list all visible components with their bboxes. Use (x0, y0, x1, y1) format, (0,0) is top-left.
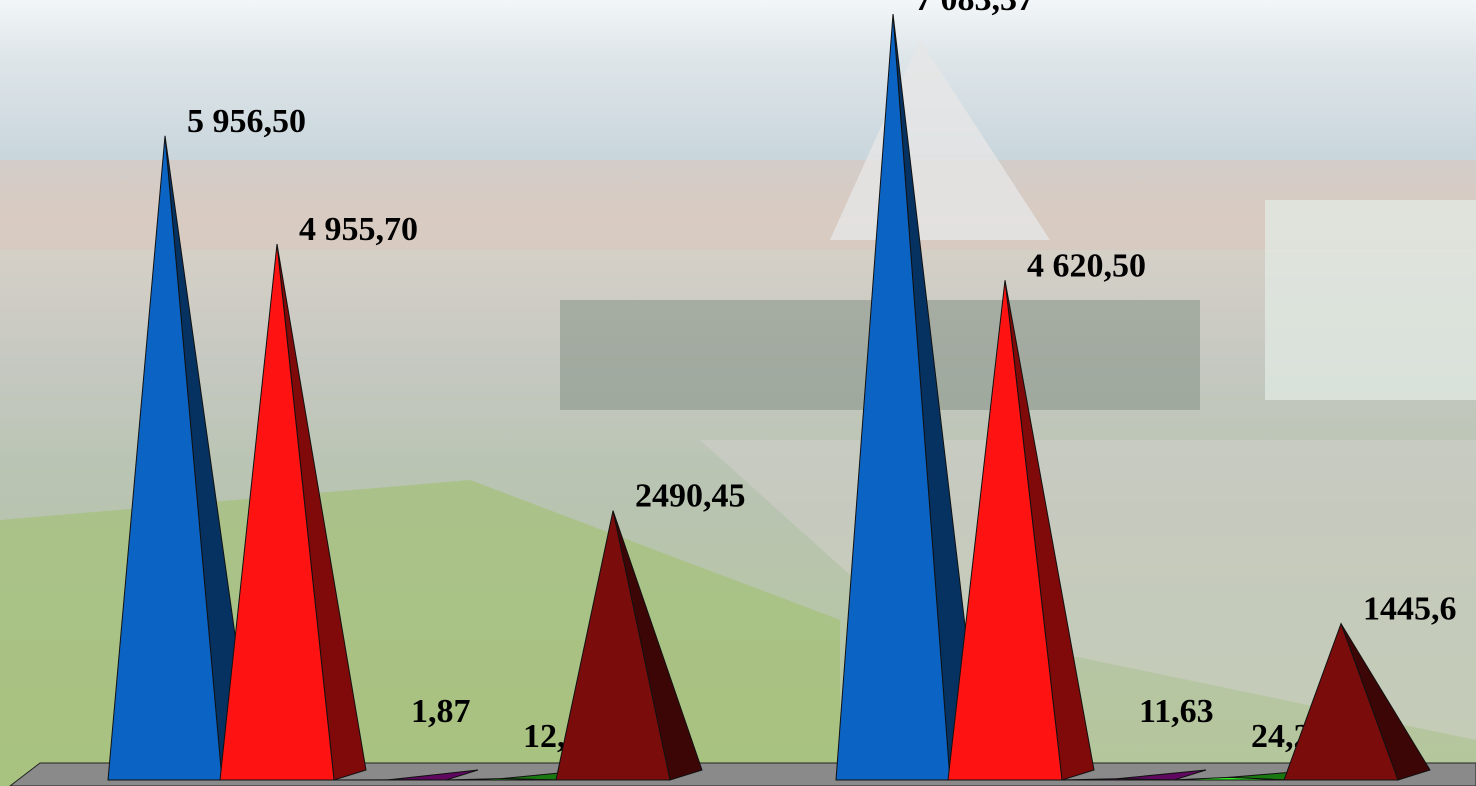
pyramid (219, 244, 367, 781)
pyramid-front (1171, 776, 1287, 781)
pyramid (835, 13, 983, 781)
value-label: 1,87 (411, 693, 471, 730)
value-label: 4 955,70 (299, 211, 418, 248)
value-label: 2490,45 (635, 478, 746, 515)
value-label: 5 956,50 (187, 103, 306, 140)
pyramid (947, 280, 1095, 781)
pyramid (107, 135, 255, 781)
pyramid-front (1283, 622, 1399, 781)
pyramid-front (219, 244, 335, 781)
pyramid-front (947, 280, 1063, 781)
value-label: 4 620,50 (1027, 247, 1146, 284)
pyramid-front (107, 135, 223, 781)
value-label: 1445,6 (1363, 591, 1457, 628)
pyramid-front (555, 510, 671, 781)
pyramid (1059, 769, 1207, 781)
value-label: 7 083,37 (915, 0, 1034, 18)
pyramid (1283, 622, 1431, 781)
pyramid-front (835, 13, 951, 781)
pyramid-front (1059, 778, 1175, 781)
pyramid-front (443, 778, 559, 781)
pyramid (331, 769, 479, 781)
value-label: 11,63 (1139, 693, 1214, 730)
pyramid (555, 510, 703, 781)
